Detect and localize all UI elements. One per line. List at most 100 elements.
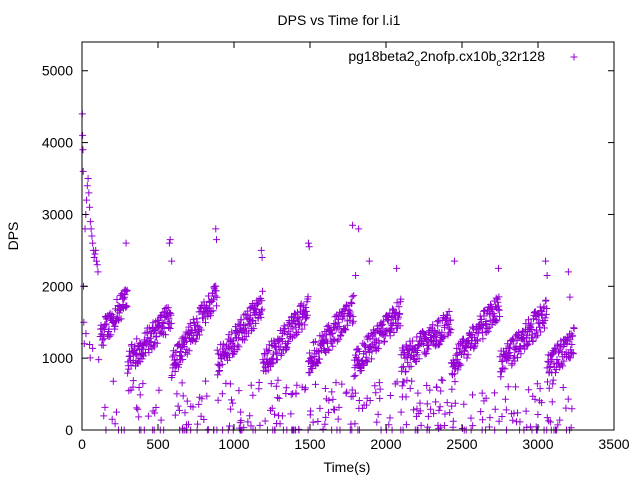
- data-point: [396, 310, 404, 318]
- data-point: [449, 417, 457, 425]
- data-point: [259, 287, 266, 295]
- data-point: [92, 246, 100, 254]
- data-point: [329, 342, 337, 350]
- data-point: [467, 414, 475, 422]
- x-tick-label: 2500: [446, 436, 477, 452]
- data-point: [111, 322, 119, 330]
- data-point: [350, 372, 358, 380]
- data-point: [429, 321, 437, 329]
- data-point: [268, 404, 276, 412]
- data-point: [278, 350, 285, 358]
- data-point: [145, 349, 153, 357]
- data-point: [556, 416, 564, 424]
- legend-marker: [570, 53, 578, 61]
- data-point: [428, 336, 436, 344]
- data-point: [328, 339, 336, 347]
- data-point: [225, 354, 233, 362]
- data-point: [278, 412, 286, 420]
- data-point: [167, 319, 175, 327]
- data-point: [447, 316, 455, 324]
- data-point: [185, 347, 193, 355]
- data-point: [467, 344, 475, 352]
- data-point: [295, 313, 303, 321]
- data-point: [176, 348, 184, 356]
- data-point: [334, 415, 342, 423]
- data-point: [164, 304, 172, 312]
- data-point: [440, 333, 448, 341]
- data-point: [546, 418, 554, 426]
- y-tick-label: 1000: [42, 350, 73, 366]
- data-point: [235, 343, 243, 351]
- data-point: [213, 293, 221, 301]
- legend-label-part-3: 32r128: [501, 48, 545, 64]
- data-point: [289, 325, 297, 333]
- data-point: [246, 412, 254, 420]
- data-point: [171, 367, 179, 375]
- data-point: [352, 272, 360, 280]
- data-point: [324, 408, 332, 416]
- data-point: [544, 378, 551, 386]
- data-point: [415, 355, 423, 363]
- data-point: [349, 221, 357, 229]
- data-point: [151, 409, 159, 417]
- x-tick-label: 3500: [598, 436, 629, 452]
- data-point: [290, 317, 298, 325]
- data-point: [551, 369, 559, 377]
- data-point: [314, 347, 322, 355]
- data-point: [564, 395, 572, 403]
- data-point: [529, 337, 537, 345]
- data-point: [303, 311, 311, 319]
- data-point: [159, 308, 167, 316]
- data-point: [497, 373, 505, 381]
- data-point: [227, 405, 235, 413]
- y-tick-label: 2000: [42, 278, 73, 294]
- data-point: [258, 254, 266, 262]
- data-point: [183, 337, 190, 345]
- data-point: [193, 318, 201, 326]
- data-point: [89, 344, 97, 352]
- data-point: [424, 412, 432, 420]
- data-point: [257, 307, 265, 315]
- data-point: [261, 417, 269, 425]
- data-point: [543, 414, 551, 422]
- data-point: [342, 326, 350, 334]
- data-point: [123, 286, 131, 294]
- data-point: [312, 380, 320, 388]
- legend-label-sub-1: o: [415, 58, 421, 69]
- data-point: [283, 344, 291, 352]
- data-point: [426, 386, 434, 394]
- data-point: [165, 239, 173, 247]
- data-point: [343, 302, 351, 310]
- data-point: [504, 383, 512, 391]
- data-point: [525, 386, 533, 394]
- data-point: [134, 405, 142, 413]
- data-point: [314, 417, 322, 425]
- data-point: [146, 334, 154, 342]
- data-point: [434, 322, 442, 330]
- data-point: [372, 389, 380, 397]
- data-point: [537, 328, 545, 336]
- data-point: [566, 354, 574, 362]
- data-point: [267, 380, 275, 388]
- data-point: [512, 383, 520, 391]
- data-point: [569, 332, 577, 340]
- data-point: [165, 323, 173, 331]
- data-point: [479, 335, 487, 343]
- data-point: [446, 329, 454, 337]
- data-point: [527, 320, 535, 328]
- data-point: [513, 354, 521, 362]
- data-point: [274, 376, 282, 384]
- data-point: [485, 423, 493, 431]
- data-point: [562, 404, 570, 412]
- data-point: [328, 388, 336, 396]
- data-point: [435, 406, 443, 414]
- data-point: [314, 359, 322, 367]
- legend-plus-marker: [570, 53, 578, 61]
- data-point: [161, 314, 169, 322]
- data-point: [83, 182, 91, 190]
- data-point: [213, 236, 221, 244]
- data-point: [241, 324, 249, 332]
- data-point: [363, 357, 371, 365]
- data-point: [261, 351, 269, 359]
- data-point: [321, 420, 329, 428]
